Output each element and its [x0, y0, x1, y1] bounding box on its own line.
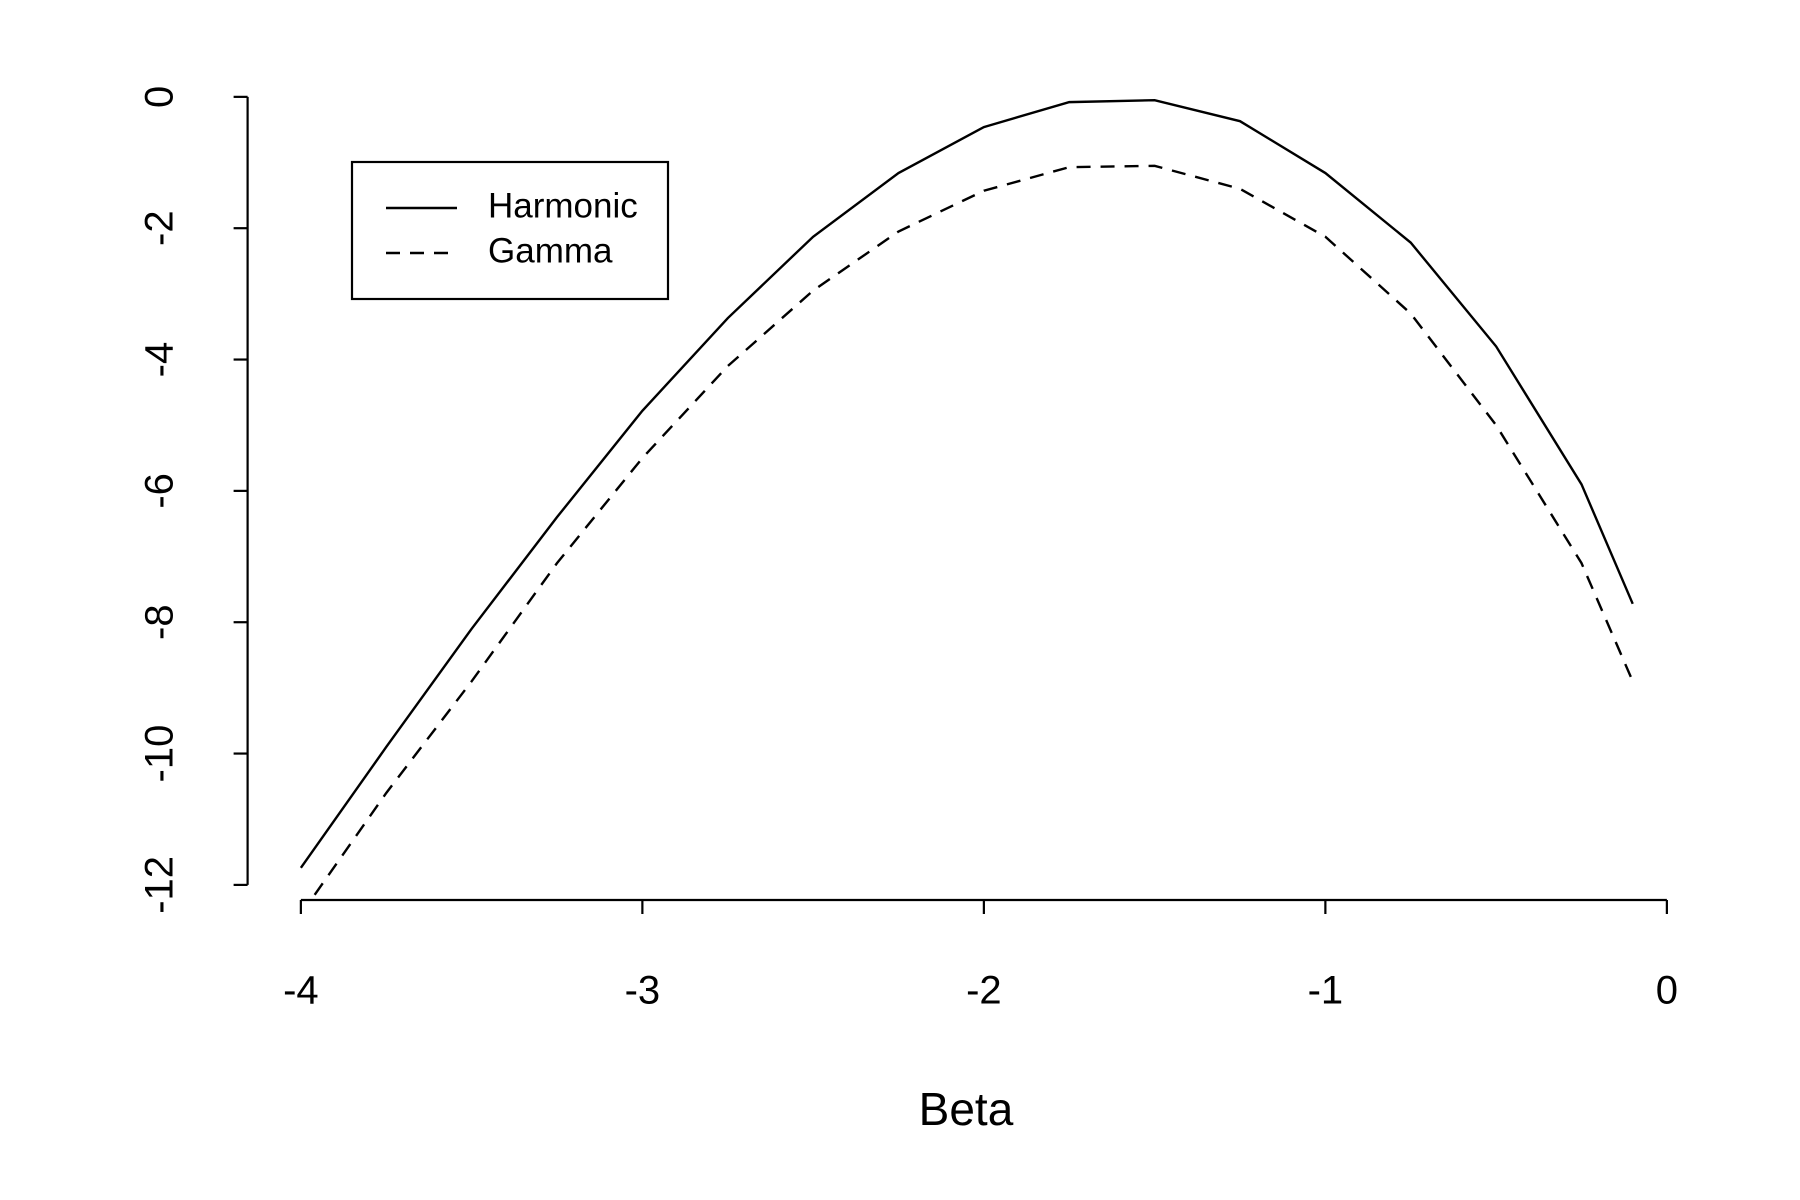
y-tick-label: -10 — [138, 725, 182, 783]
series-line — [299, 98, 1634, 869]
legend-box — [350, 160, 670, 301]
y-tick-label: -2 — [138, 210, 182, 246]
y-tick-label: 0 — [138, 86, 182, 108]
x-axis-label: Beta — [919, 1083, 1014, 1135]
x-tick-label: 0 — [1656, 969, 1678, 1013]
x-tick-label: -2 — [966, 969, 1002, 1013]
series-line — [309, 164, 1634, 900]
legend-label: Gamma — [488, 231, 613, 270]
y-tick-label: -4 — [138, 342, 182, 378]
plot-area — [299, 98, 1634, 900]
x-tick-label: -1 — [1308, 969, 1344, 1013]
x-tick-label: -4 — [283, 969, 319, 1013]
x-tick-label: -3 — [625, 969, 661, 1013]
y-tick-label: -6 — [138, 473, 182, 509]
y-tick-label: -8 — [138, 604, 182, 640]
y-tick-label: -12 — [138, 856, 182, 914]
legend-label: Harmonic — [488, 186, 638, 225]
